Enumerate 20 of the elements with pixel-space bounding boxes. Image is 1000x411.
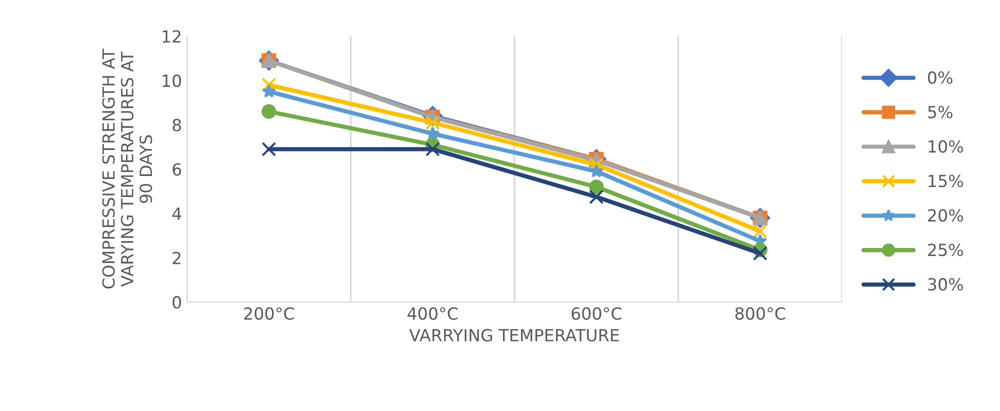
y-tick-label: 0 bbox=[172, 296, 182, 309]
x-tick-label: 800°C bbox=[735, 307, 786, 320]
legend-label: 15% bbox=[928, 174, 964, 188]
y-tick-label: 2 bbox=[172, 252, 180, 264]
legend-label: 10% bbox=[928, 140, 964, 153]
x-tick-label: 600°C bbox=[572, 307, 622, 320]
x-tick-label: 200°C bbox=[244, 307, 294, 320]
y-axis-title: COMPRESSIVE STRENGTH AT VARYING TEMPERATURES AT 90 DAYS bbox=[102, 48, 152, 288]
legend-label: 25% bbox=[928, 244, 964, 256]
legend-label: 5% bbox=[928, 106, 952, 118]
x-axis-title: VARRYING TEMPERATURE bbox=[409, 328, 619, 342]
legend-label: 0% bbox=[928, 71, 952, 84]
y-tick-label: 8 bbox=[172, 118, 181, 132]
y-tick-label: 10 bbox=[162, 74, 182, 88]
legend-label: 20% bbox=[928, 209, 964, 222]
legend-label: 30% bbox=[928, 278, 964, 291]
y-tick-label: 12 bbox=[162, 30, 180, 42]
x-tick-label: 400°C bbox=[408, 307, 458, 320]
y-tick-label: 4 bbox=[172, 208, 182, 220]
y-tick-label: 6 bbox=[172, 163, 182, 176]
